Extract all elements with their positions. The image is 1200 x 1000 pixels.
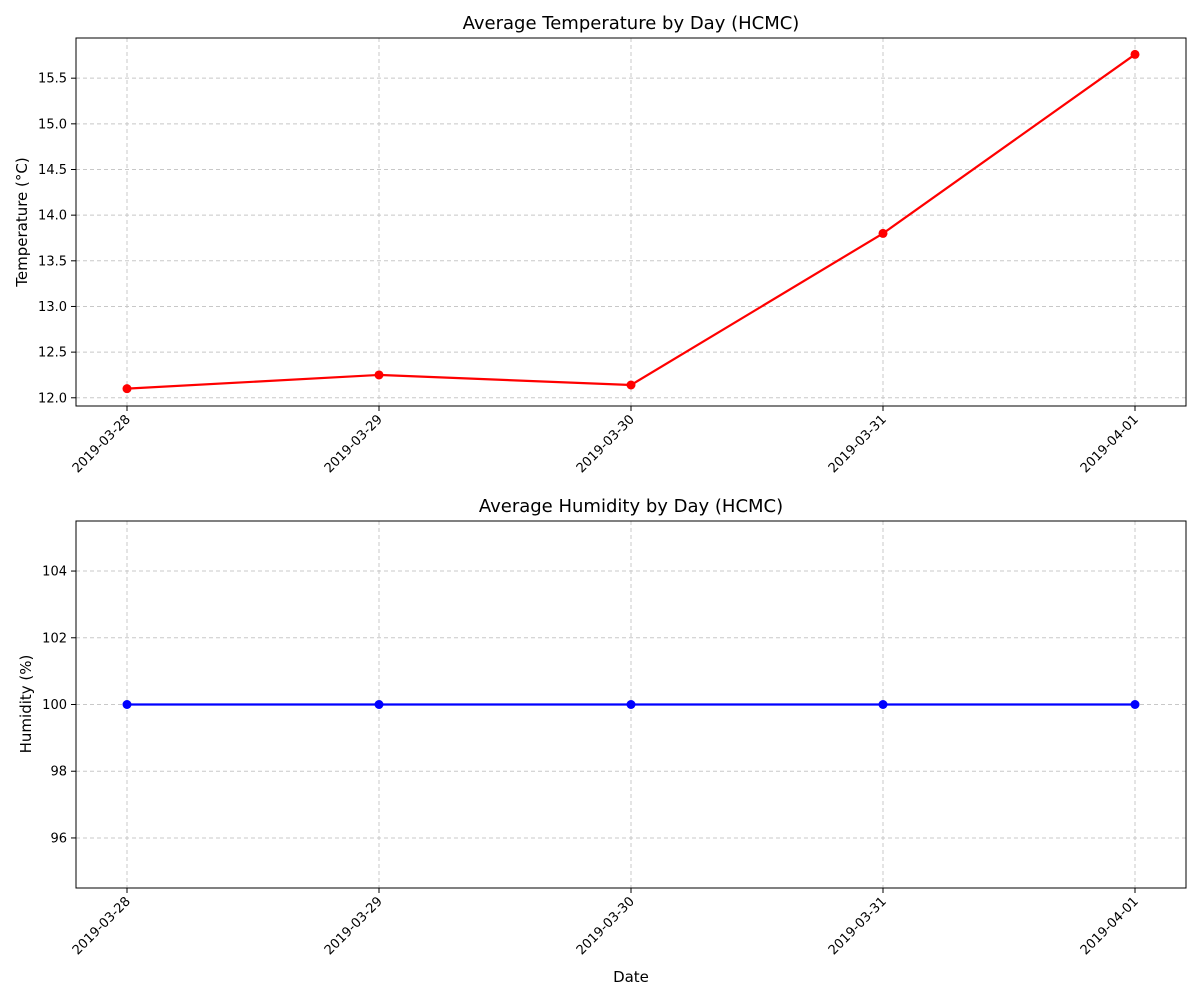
temperature-gridlines (76, 38, 1186, 406)
temperature-y-tick-label: 13.0 (38, 300, 67, 315)
temperature-data-point (878, 228, 888, 238)
temperature-y-axis-label: Temperature (°C) (13, 157, 31, 287)
temperature-data-point (374, 370, 384, 380)
humidity-data-point (374, 700, 384, 709)
humidity-x-axis-label: Date (613, 968, 649, 986)
humidity-data-point (122, 700, 132, 709)
temperature-y-tick-label: 15.5 (38, 72, 67, 87)
humidity-data-point (878, 700, 888, 709)
humidity-y-tick-label: 98 (50, 765, 67, 780)
temperature-y-tick-label: 12.5 (38, 346, 67, 361)
temperature-y-tick-label: 13.5 (38, 254, 67, 269)
humidity-y-tick-label: 104 (42, 565, 67, 580)
humidity-y-tick-label: 100 (42, 698, 67, 713)
temperature-y-tick-label: 14.0 (38, 209, 67, 224)
temperature-data-point (626, 380, 636, 390)
humidity-data-point (1130, 700, 1140, 709)
humidity-y-tick-label: 102 (42, 631, 67, 646)
temperature-y-tick-label: 14.5 (38, 163, 67, 178)
temperature-y-tick-label: 12.0 (38, 391, 67, 406)
humidity-y-axis-label: Humidity (%) (17, 655, 35, 754)
humidity-y-tick-label: 96 (50, 831, 67, 846)
temperature-data-point (1130, 49, 1140, 59)
temperature-y-tick-label: 15.0 (38, 117, 67, 132)
humidity-data-point (626, 700, 636, 709)
temperature-data-point (122, 384, 132, 394)
temperature-chart-title: Average Temperature by Day (HCMC) (463, 13, 800, 34)
humidity-chart-title: Average Humidity by Day (HCMC) (479, 496, 783, 517)
